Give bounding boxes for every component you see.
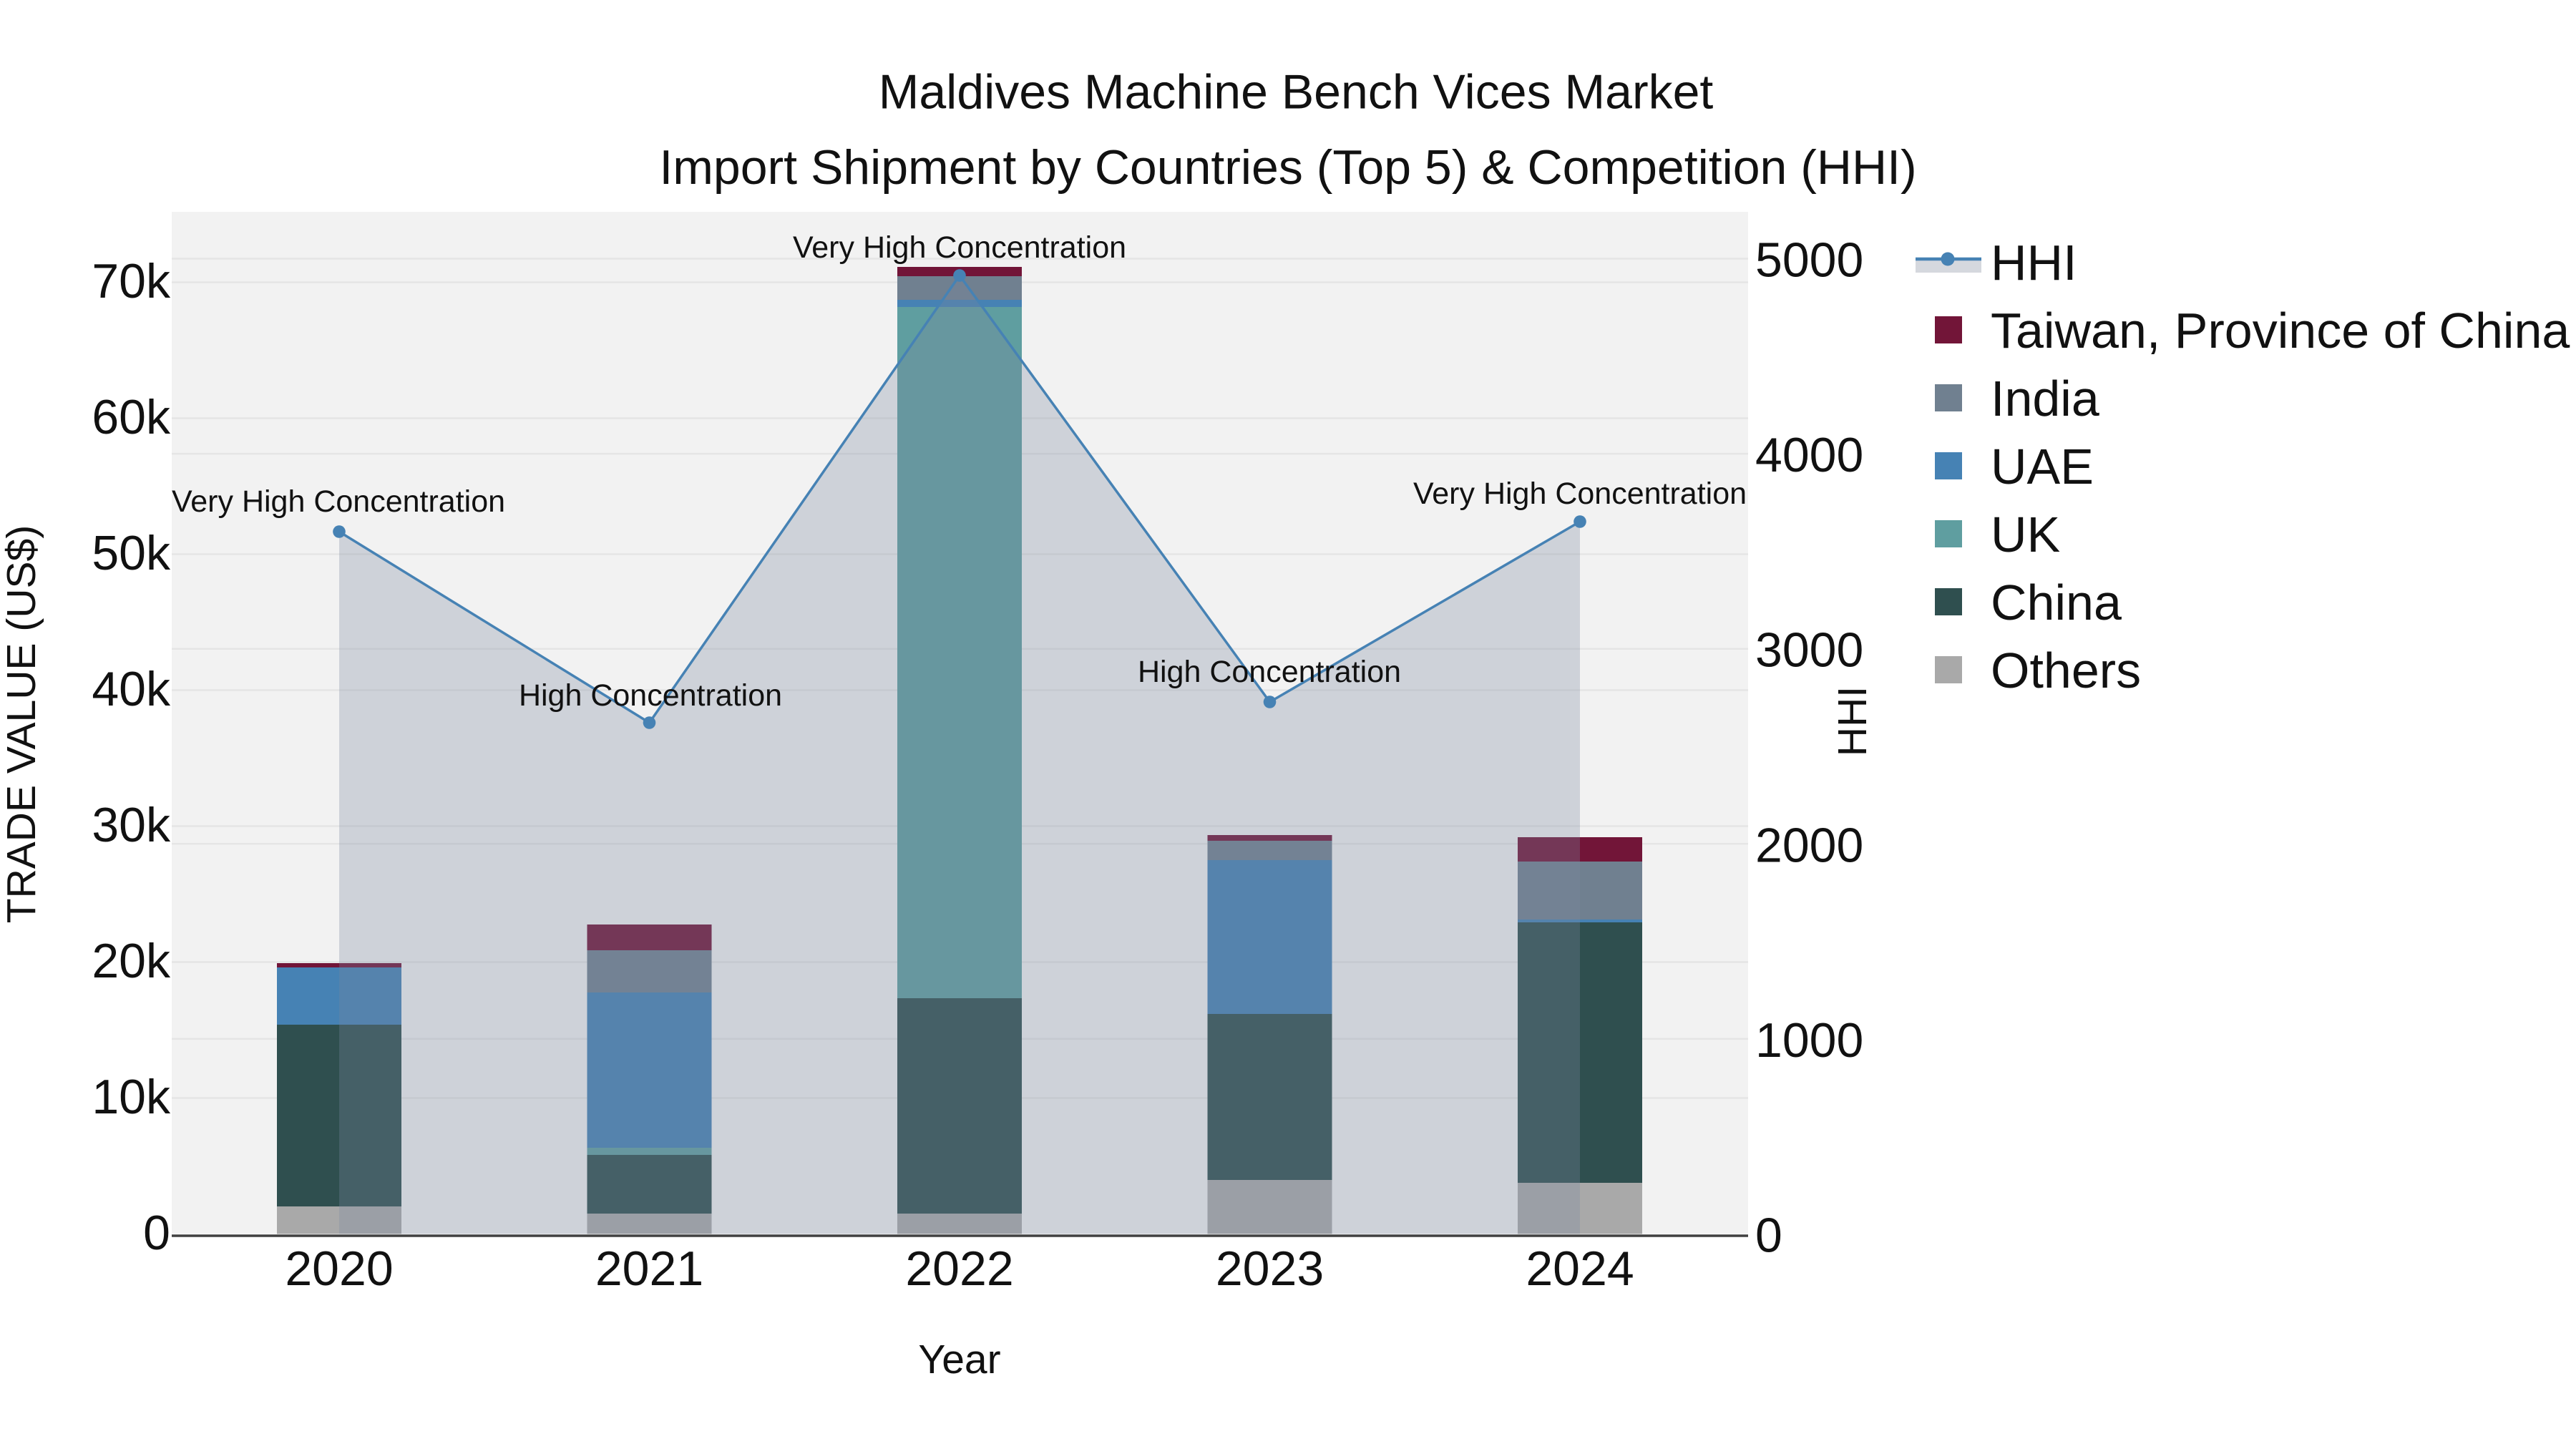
svg-text:2024: 2024: [1526, 1241, 1634, 1296]
svg-text:India: India: [1991, 371, 2099, 426]
svg-text:China: China: [1991, 575, 2122, 630]
svg-text:3000: 3000: [1755, 623, 1863, 678]
svg-text:60k: 60k: [92, 390, 171, 444]
svg-text:2020: 2020: [285, 1241, 393, 1296]
svg-text:Others: Others: [1991, 643, 2141, 698]
svg-text:10k: 10k: [92, 1070, 171, 1124]
svg-text:Very High Concentration: Very High Concentration: [793, 230, 1126, 265]
svg-text:Very High Concentration: Very High Concentration: [172, 484, 505, 519]
svg-text:2022: 2022: [905, 1241, 1013, 1296]
svg-text:2000: 2000: [1755, 818, 1863, 872]
svg-text:1000: 1000: [1755, 1013, 1863, 1068]
svg-text:30k: 30k: [92, 798, 171, 852]
svg-text:UAE: UAE: [1991, 439, 2094, 494]
svg-text:0: 0: [1755, 1209, 1782, 1263]
svg-text:70k: 70k: [92, 254, 171, 308]
svg-text:2021: 2021: [595, 1241, 703, 1296]
svg-text:HHI: HHI: [1991, 235, 2077, 291]
svg-text:High Concentration: High Concentration: [1138, 655, 1401, 689]
svg-text:Import Shipment by Countries (: Import Shipment by Countries (Top 5) & C…: [659, 140, 1916, 195]
svg-text:Taiwan, Province of China: Taiwan, Province of China: [1991, 303, 2570, 358]
svg-text:UK: UK: [1991, 507, 2060, 562]
svg-text:High Concentration: High Concentration: [519, 678, 782, 713]
svg-text:TRADE VALUE (US$): TRADE VALUE (US$): [0, 525, 44, 923]
svg-text:Maldives Machine Bench Vices M: Maldives Machine Bench Vices Market: [879, 65, 1714, 119]
svg-text:4000: 4000: [1755, 428, 1863, 482]
svg-text:50k: 50k: [92, 526, 171, 580]
svg-text:HHI: HHI: [1830, 686, 1875, 756]
svg-text:0: 0: [143, 1206, 170, 1260]
svg-text:Year: Year: [918, 1337, 1000, 1382]
svg-text:20k: 20k: [92, 934, 171, 988]
svg-text:40k: 40k: [92, 662, 171, 716]
svg-text:5000: 5000: [1755, 233, 1863, 288]
svg-text:2023: 2023: [1216, 1241, 1324, 1296]
svg-text:Very High Concentration: Very High Concentration: [1413, 477, 1747, 511]
